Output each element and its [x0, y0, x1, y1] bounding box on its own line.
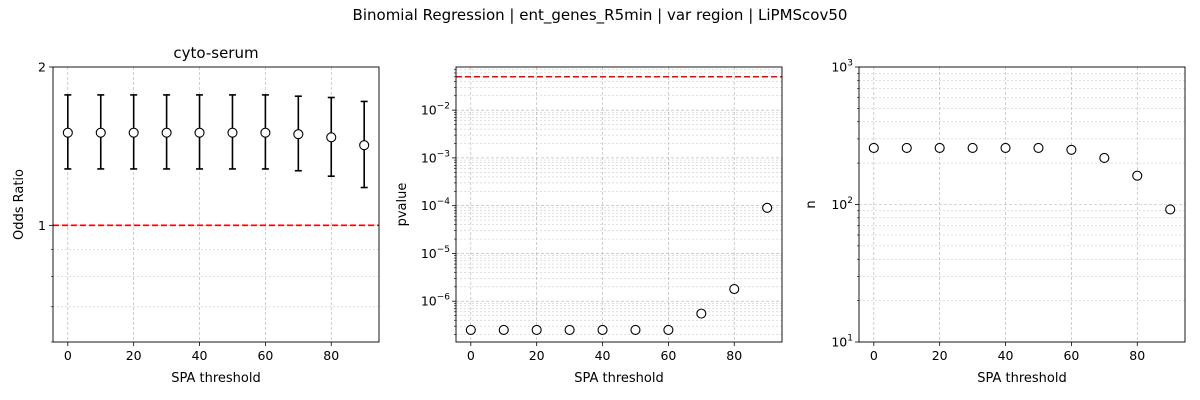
chart-panel-3: 101 102 103 0 20 40 60 80 SPA threshold n: [804, 59, 1186, 386]
y-tick-label: 101: [831, 334, 853, 350]
y-tick-label: 2: [38, 60, 46, 75]
y-tick-label: 10−3: [421, 149, 450, 165]
data-point: [597, 324, 608, 336]
data-point: [1033, 142, 1044, 153]
x-tick-label: 40: [192, 348, 208, 363]
y-tick-label: 1: [38, 218, 46, 233]
x-tick-label: 60: [660, 348, 676, 363]
data-point: [1165, 204, 1176, 215]
x-tick-label: 0: [64, 348, 72, 363]
data-point: [868, 142, 879, 153]
x-tick-label: 20: [126, 348, 142, 363]
data-point: [1132, 170, 1143, 181]
y-axis-label: Odds Ratio: [12, 169, 27, 240]
y-tick-label: 10−2: [421, 102, 450, 118]
data-point: [62, 127, 73, 138]
x-axis-label: SPA threshold: [171, 371, 261, 386]
data-point: [934, 142, 945, 153]
data-point: [161, 127, 172, 138]
data-point: [696, 308, 707, 319]
data-point: [260, 127, 271, 138]
x-axis-label: SPA threshold: [574, 371, 664, 386]
data-point: [630, 324, 641, 336]
x-tick-label: 80: [726, 348, 742, 363]
x-tick-label: 60: [1063, 348, 1079, 363]
data-point: [1099, 152, 1110, 164]
y-axis-label: n: [804, 200, 819, 208]
data-point: [227, 127, 238, 138]
data-point: [901, 142, 912, 153]
x-tick-label: 60: [257, 348, 273, 363]
data-point: [465, 324, 476, 336]
axes-frame: [455, 66, 783, 343]
x-tick-label: 0: [467, 348, 475, 363]
data-point: [967, 142, 978, 153]
data-point: [326, 132, 337, 143]
axes-frame: [52, 66, 380, 343]
data-point: [128, 127, 139, 138]
x-axis-label: SPA threshold: [977, 371, 1067, 386]
y-tick-label: 102: [831, 196, 853, 212]
data-point: [498, 324, 509, 336]
data-point: [1000, 142, 1011, 153]
y-tick-label: 10−6: [421, 293, 450, 309]
y-tick-label: 10−4: [421, 197, 450, 213]
data-point: [359, 140, 370, 151]
data-point: [729, 283, 740, 295]
x-tick-label: 80: [323, 348, 339, 363]
data-point: [1066, 144, 1077, 155]
axes-frame: [858, 66, 1186, 343]
y-axis-label: pvalue: [395, 183, 410, 227]
panel-title: cyto-serum: [173, 44, 258, 62]
data-point: [531, 324, 542, 336]
x-tick-label: 20: [932, 348, 948, 363]
x-tick-label: 40: [998, 348, 1014, 363]
data-point: [194, 127, 205, 138]
figure-title: Binomial Regression | ent_genes_R5min | …: [353, 6, 848, 25]
y-tick-label: 10−5: [421, 245, 450, 261]
chart-panel-2: 10−6 10−5 10−4 10−3 10−2 0 20 40 60 80 SPA thresho…: [395, 66, 783, 386]
x-tick-label: 40: [595, 348, 611, 363]
data-point: [564, 324, 575, 336]
x-tick-label: 20: [529, 348, 545, 363]
data-point: [762, 202, 773, 213]
data-point: [95, 127, 106, 138]
y-tick-label: 103: [831, 59, 853, 75]
x-tick-label: 80: [1129, 348, 1145, 363]
x-tick-label: 0: [870, 348, 878, 363]
data-point: [293, 129, 304, 140]
data-point: [663, 324, 674, 336]
